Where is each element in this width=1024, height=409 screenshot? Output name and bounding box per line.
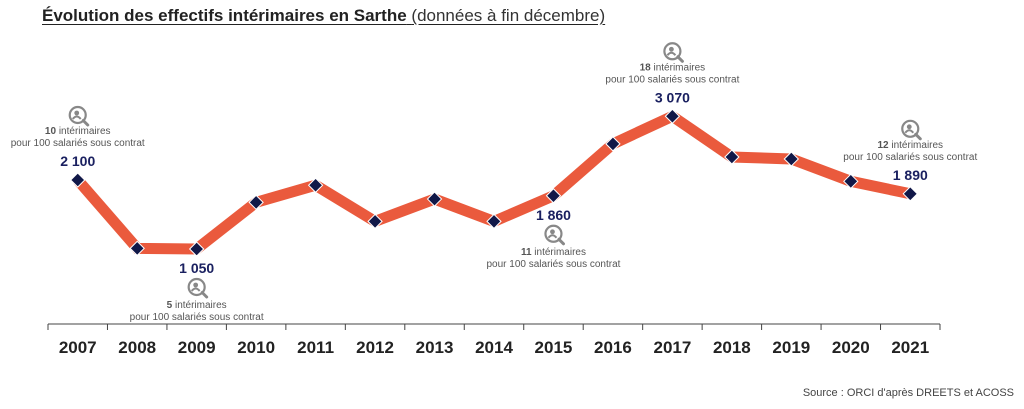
annotation-icon-2017 [663,42,684,63]
annotation-icon-2009 [187,277,209,299]
x-tick-label-2018: 2018 [713,338,751,357]
data-point-2008 [129,240,145,257]
annotation-icon-2007 [68,105,90,127]
x-tick-label-2015: 2015 [535,338,573,357]
x-tick-label-2009: 2009 [178,338,216,357]
x-tick-label-2008: 2008 [118,338,156,357]
x-tick-label-2016: 2016 [594,338,632,357]
x-tick-label-2020: 2020 [832,338,870,357]
annotation-line2-2015: pour 100 salariés sous contrat [486,259,620,270]
data-point-2010 [248,194,264,211]
x-tick-label-2012: 2012 [356,338,394,357]
x-tick-label-2021: 2021 [891,338,929,357]
value-label-2009: 1 050 [179,260,214,276]
x-tick-label-2019: 2019 [772,338,810,357]
data-point-2018 [724,149,740,165]
x-tick-label-2014: 2014 [475,338,513,357]
value-label-2015: 1 860 [536,207,571,223]
data-point-2017 [664,108,681,124]
chart-title-main: Évolution des effectifs intérimaires en … [42,6,407,25]
data-point-2019 [783,151,800,167]
annotation-line2-2007: pour 100 salariés sous contrat [11,138,145,149]
annotation-line1-2009: 5 intérimaires [167,300,227,311]
data-point-2020 [843,173,859,190]
annotation-line1-2015: 11 intérimaires [521,247,586,258]
data-point-2013 [426,191,443,207]
x-tick-label-2010: 2010 [237,338,275,357]
source-note: Source : ORCI d'après DREETS et ACOSS [802,387,1014,399]
x-tick-label-2013: 2013 [416,338,454,357]
data-point-2014 [486,213,502,230]
annotation-icon-2021 [901,119,922,141]
data-point-2011 [307,177,324,193]
value-label-2021: 1 890 [893,167,928,183]
annotation-line1-2017: 18 intérimaires [640,62,706,73]
data-point-2007 [70,172,86,188]
x-tick-label-2017: 2017 [653,338,691,357]
data-point-2009 [188,241,205,257]
data-point-2015 [545,188,562,204]
data-point-2021 [902,186,918,202]
annotation-line2-2017: pour 100 salariés sous contrat [605,74,739,85]
chart-title: Évolution des effectifs intérimaires en … [42,6,605,26]
chart-title-sub: (données à fin décembre) [411,6,606,25]
annotation-line1-2021: 12 intérimaires [877,140,943,151]
annotation-line1-2007: 10 intérimaires [45,126,111,137]
x-tick-label-2007: 2007 [59,338,97,357]
value-label-2007: 2 100 [60,153,95,169]
annotation-icon-2015 [544,224,565,246]
value-label-2017: 3 070 [655,89,690,105]
data-point-2016 [605,136,621,152]
data-point-2012 [367,213,383,230]
annotation-line2-2021: pour 100 salariés sous contrat [843,152,977,163]
x-tick-label-2011: 2011 [297,338,334,357]
annotation-line2-2009: pour 100 salariés sous contrat [130,312,264,323]
